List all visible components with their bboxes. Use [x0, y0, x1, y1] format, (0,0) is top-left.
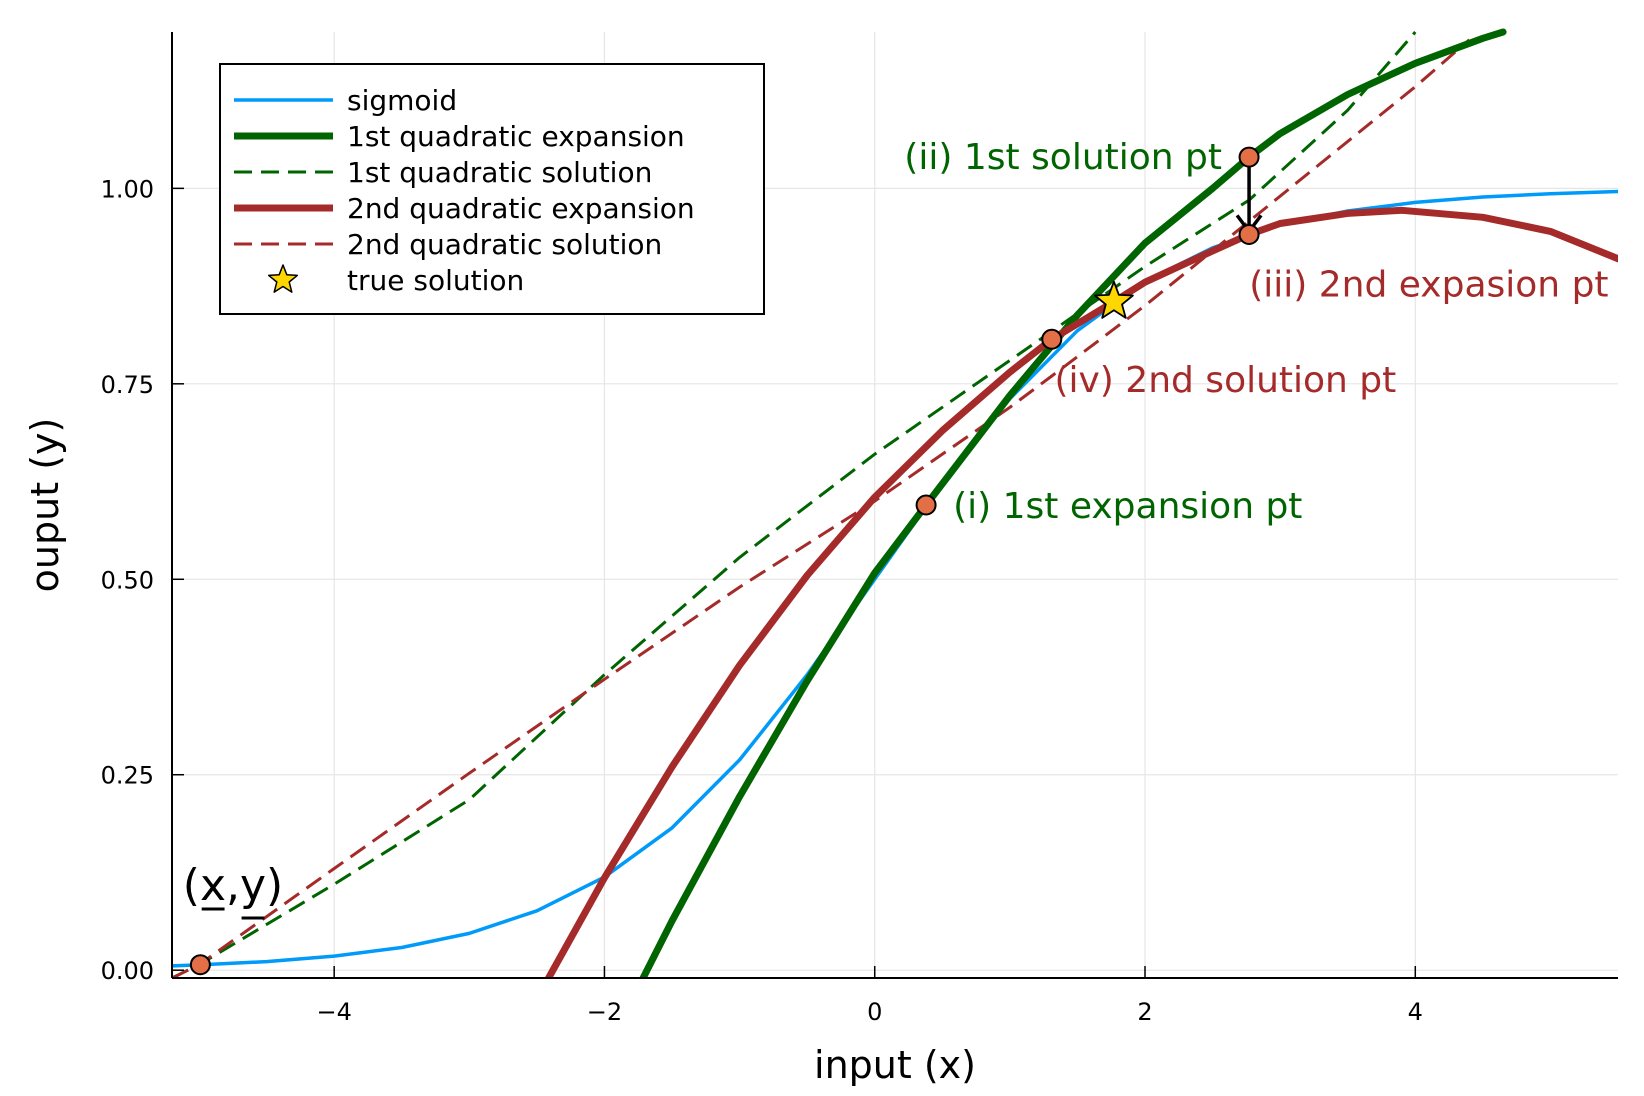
- annotation-label: (iv) 2nd solution pt: [1054, 360, 1396, 401]
- legend-box: [219, 63, 765, 315]
- x-tick-label: −4: [316, 998, 351, 1026]
- point-marker: [1238, 146, 1260, 168]
- annotation-label: (iii) 2nd expasion pt: [1249, 265, 1608, 306]
- axes: [171, 32, 1618, 979]
- legend-label: 1st quadratic solution: [347, 156, 652, 189]
- annotations: (i) 1st expansion pt (ii) 1st solution pt…: [183, 137, 1609, 920]
- x-axis-label: input (x): [814, 1043, 976, 1087]
- y-tick-label: 1.00: [101, 175, 154, 203]
- annotation-label: (i) 1st expansion pt: [953, 486, 1302, 527]
- point-marker: [1238, 223, 1260, 245]
- legend-label: 2nd quadratic expansion: [347, 192, 695, 225]
- legend-label: 2nd quadratic solution: [347, 228, 662, 261]
- annotation-label: (ii) 1st solution pt: [904, 137, 1222, 178]
- markers: [189, 146, 1263, 976]
- true-solution-star: [1094, 280, 1134, 319]
- x-tick-label: 0: [867, 998, 882, 1026]
- point-marker: [915, 494, 937, 516]
- y-tick-label: 0.50: [101, 566, 154, 594]
- legend-label: 1st quadratic expansion: [347, 120, 685, 153]
- point-marker: [189, 954, 211, 976]
- point-marker: [1041, 328, 1063, 350]
- x-tick-label: −2: [587, 998, 622, 1026]
- y-axis-label: ouput (y): [23, 418, 67, 593]
- series-line-1st-quadratic-expansion: [639, 28, 1507, 978]
- plot-lines: [172, 28, 1618, 978]
- y-tick-label: 0.25: [101, 762, 154, 790]
- series-line-1st-quadratic-solution: [172, 31, 1417, 978]
- legend-swatch-star: [267, 264, 299, 293]
- y-tick-label: 0.75: [101, 371, 154, 399]
- y-tick-label: 0.00: [101, 957, 154, 985]
- legend-label: sigmoid: [347, 84, 457, 117]
- tick-labels: −4 −2 0 2 4 0.00 0.25 0.50 0.75 1.00: [101, 175, 1423, 1026]
- xy-bound-label: (x̲,y̲): [183, 860, 283, 920]
- x-tick-label: 4: [1408, 998, 1423, 1026]
- legend-label: true solution: [347, 264, 524, 297]
- x-tick-label: 2: [1137, 998, 1152, 1026]
